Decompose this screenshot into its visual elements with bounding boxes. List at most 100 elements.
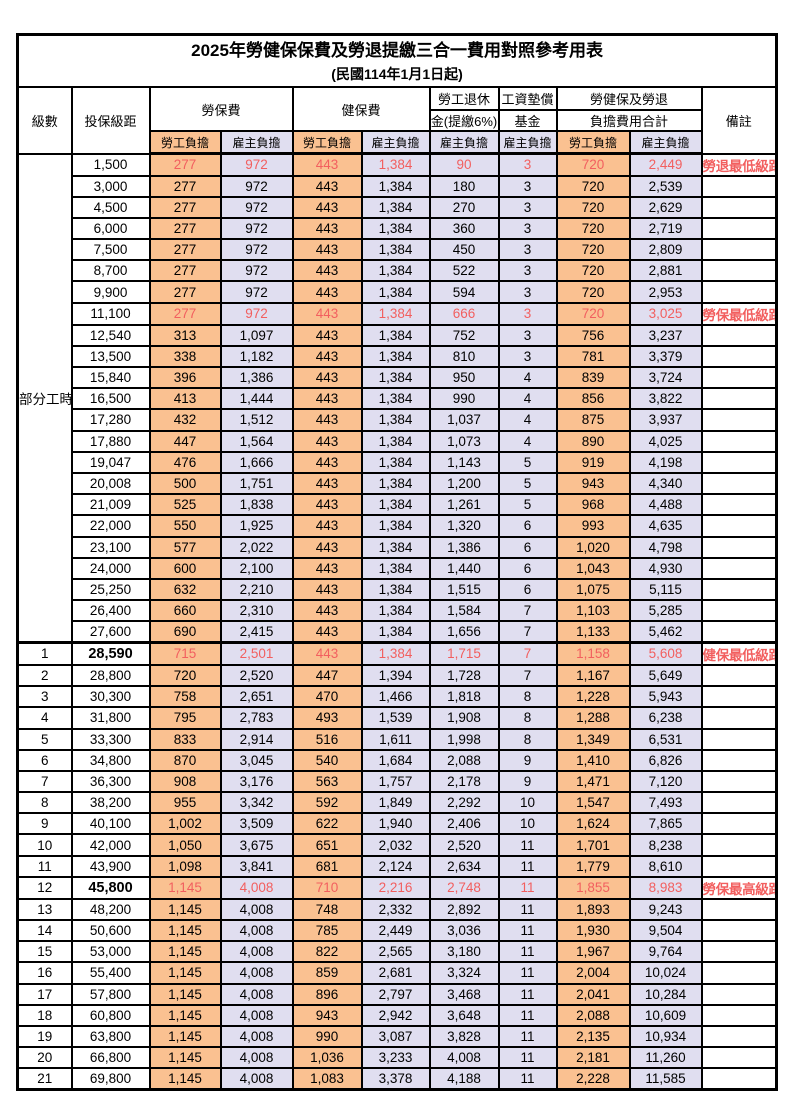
health-employee-cell: 443: [291, 429, 363, 453]
total-employer-cell: 2,953: [628, 280, 703, 304]
health-employer-cell: 1,384: [360, 599, 431, 623]
col-header-pension-bottom: 金(提繳6%): [428, 109, 500, 132]
health-employer-cell: 1,384: [360, 174, 431, 198]
labor-employer-cell: 2,783: [219, 706, 294, 730]
pension-employer-cell: 810: [428, 344, 500, 369]
health-employee-cell: 443: [291, 365, 363, 390]
subheader-labor-employee: 勞工負擔: [148, 130, 222, 155]
bracket-cell: 50,600: [70, 918, 151, 943]
total-employer-cell: 7,865: [628, 812, 703, 836]
labor-employee-cell: 277: [148, 174, 222, 198]
table-row: 20 66,800 1,145 4,008 1,036 3,233 4,008 11 2,181…: [16, 1046, 778, 1070]
labor-employer-cell: 972: [219, 280, 294, 304]
labor-employee-cell: 690: [148, 620, 222, 644]
table-row: 19 63,800 1,145 4,008 990 3,087 3,828 11 2,135 10…: [16, 1024, 778, 1049]
health-employer-cell: 1,384: [360, 471, 431, 496]
bracket-cell: 60,800: [70, 1003, 151, 1027]
labor-employer-cell: 4,008: [219, 918, 294, 943]
health-employer-cell: 1,384: [360, 408, 431, 432]
bracket-cell: 40,100: [70, 812, 151, 836]
total-employee-cell: 2,041: [555, 982, 631, 1006]
pension-employer-cell: 3,468: [428, 982, 500, 1006]
health-employer-cell: 3,233: [360, 1046, 431, 1070]
bracket-cell: 69,800: [70, 1067, 151, 1091]
header-row-3: 勞工負擔 雇主負擔 勞工負擔 雇主負擔 雇主負擔 雇主負擔 勞工負擔 雇主負擔: [18, 130, 777, 155]
total-employer-cell: 11,260: [628, 1046, 703, 1070]
pension-employer-cell: 1,908: [428, 706, 500, 730]
bracket-cell: 34,800: [70, 748, 151, 772]
col-header-wage-fund-bottom: 基金: [497, 109, 558, 132]
remark-cell: [700, 1046, 778, 1070]
labor-employee-cell: 632: [148, 577, 222, 602]
health-employee-cell: 443: [291, 280, 363, 304]
level-cell: 4: [16, 706, 73, 730]
health-employee-cell: 516: [291, 727, 363, 751]
wage-fund-employer-cell: 11: [497, 961, 558, 985]
remark-cell: [700, 238, 778, 262]
total-employer-cell: 8,610: [628, 854, 703, 878]
remark-cell: [700, 918, 778, 943]
pension-employer-cell: 2,292: [428, 791, 500, 815]
bracket-cell: 12,540: [70, 323, 151, 347]
bracket-cell: 66,800: [70, 1046, 151, 1070]
pension-employer-cell: 270: [428, 195, 500, 219]
bracket-cell: 28,590: [70, 640, 151, 666]
pension-employer-cell: 594: [428, 280, 500, 304]
labor-employee-cell: 1,145: [148, 875, 222, 900]
remark-cell: [700, 961, 778, 985]
remark-cell: [700, 216, 778, 241]
col-header-total-bottom: 負擔費用合計: [555, 109, 703, 132]
health-employee-cell: 443: [291, 301, 363, 326]
wage-fund-employer-cell: 3: [497, 174, 558, 198]
table-row: 24,000 600 2,100 443 1,384 1,440 6 1,043 4,930: [18, 556, 778, 580]
total-employee-cell: 1,893: [555, 897, 631, 922]
total-employee-cell: 1,288: [555, 706, 631, 730]
labor-employee-cell: 277: [148, 280, 222, 304]
wage-fund-employer-cell: 4: [497, 387, 558, 411]
pension-employer-cell: 180: [428, 174, 500, 198]
labor-employee-cell: 338: [148, 344, 222, 369]
health-employer-cell: 1,384: [360, 450, 431, 474]
total-employer-cell: 3,237: [628, 323, 703, 347]
labor-employee-cell: 277: [148, 238, 222, 262]
labor-employee-cell: 955: [148, 791, 222, 815]
bracket-cell: 33,300: [70, 727, 151, 751]
pension-employer-cell: 3,036: [428, 918, 500, 943]
total-employee-cell: 1,133: [555, 620, 631, 644]
header-row-1: 級數 投保級距 勞保費 健保費 勞工退休 工資墊償 勞健保及勞退 備註: [16, 86, 778, 155]
wage-fund-employer-cell: 3: [497, 259, 558, 283]
labor-employer-cell: 3,176: [219, 769, 294, 794]
level-cell: 17: [16, 982, 73, 1006]
health-employee-cell: 785: [291, 918, 363, 943]
health-employee-cell: 710: [291, 875, 363, 900]
wage-fund-employer-cell: 4: [497, 408, 558, 432]
title-row: 2025年勞健保保費及勞退提繳三合一費用對照參考用表 (民國114年1月1日起): [16, 33, 778, 88]
table-row: 17 57,800 1,145 4,008 896 2,797 3,468 11 2,041 10…: [16, 982, 778, 1006]
labor-employee-cell: 833: [148, 727, 222, 751]
remark-cell: [700, 663, 778, 688]
health-employee-cell: 443: [291, 387, 363, 411]
health-employee-cell: 443: [291, 216, 363, 241]
total-employee-cell: 875: [555, 408, 631, 432]
wage-fund-employer-cell: 5: [497, 450, 558, 474]
total-employer-cell: 5,285: [628, 599, 703, 623]
bracket-cell: 8,700: [70, 259, 151, 283]
subheader-pension-employer: 雇主負擔: [428, 130, 500, 155]
level-cell: 20: [16, 1046, 73, 1070]
pension-employer-cell: 90: [428, 152, 500, 177]
wage-fund-employer-cell: 10: [497, 791, 558, 815]
wage-fund-employer-cell: 11: [497, 1024, 558, 1049]
bracket-cell: 13,500: [70, 344, 151, 369]
health-employee-cell: 563: [291, 769, 363, 794]
wage-fund-employer-cell: 6: [497, 556, 558, 580]
total-employee-cell: 1,624: [555, 812, 631, 836]
level-cell: 12: [16, 875, 73, 900]
labor-employer-cell: 2,914: [219, 727, 294, 751]
labor-employee-cell: 1,145: [148, 1046, 222, 1070]
labor-employee-cell: 432: [148, 408, 222, 432]
table-row: 21 69,800 1,145 4,008 1,083 3,378 4,188 11 2,228…: [16, 1067, 778, 1091]
remark-cell: [700, 408, 778, 432]
health-employee-cell: 493: [291, 706, 363, 730]
remark-cell: [700, 556, 778, 580]
table-row: 15 53,000 1,145 4,008 822 2,565 3,180 11 1,967 9,…: [16, 940, 778, 964]
